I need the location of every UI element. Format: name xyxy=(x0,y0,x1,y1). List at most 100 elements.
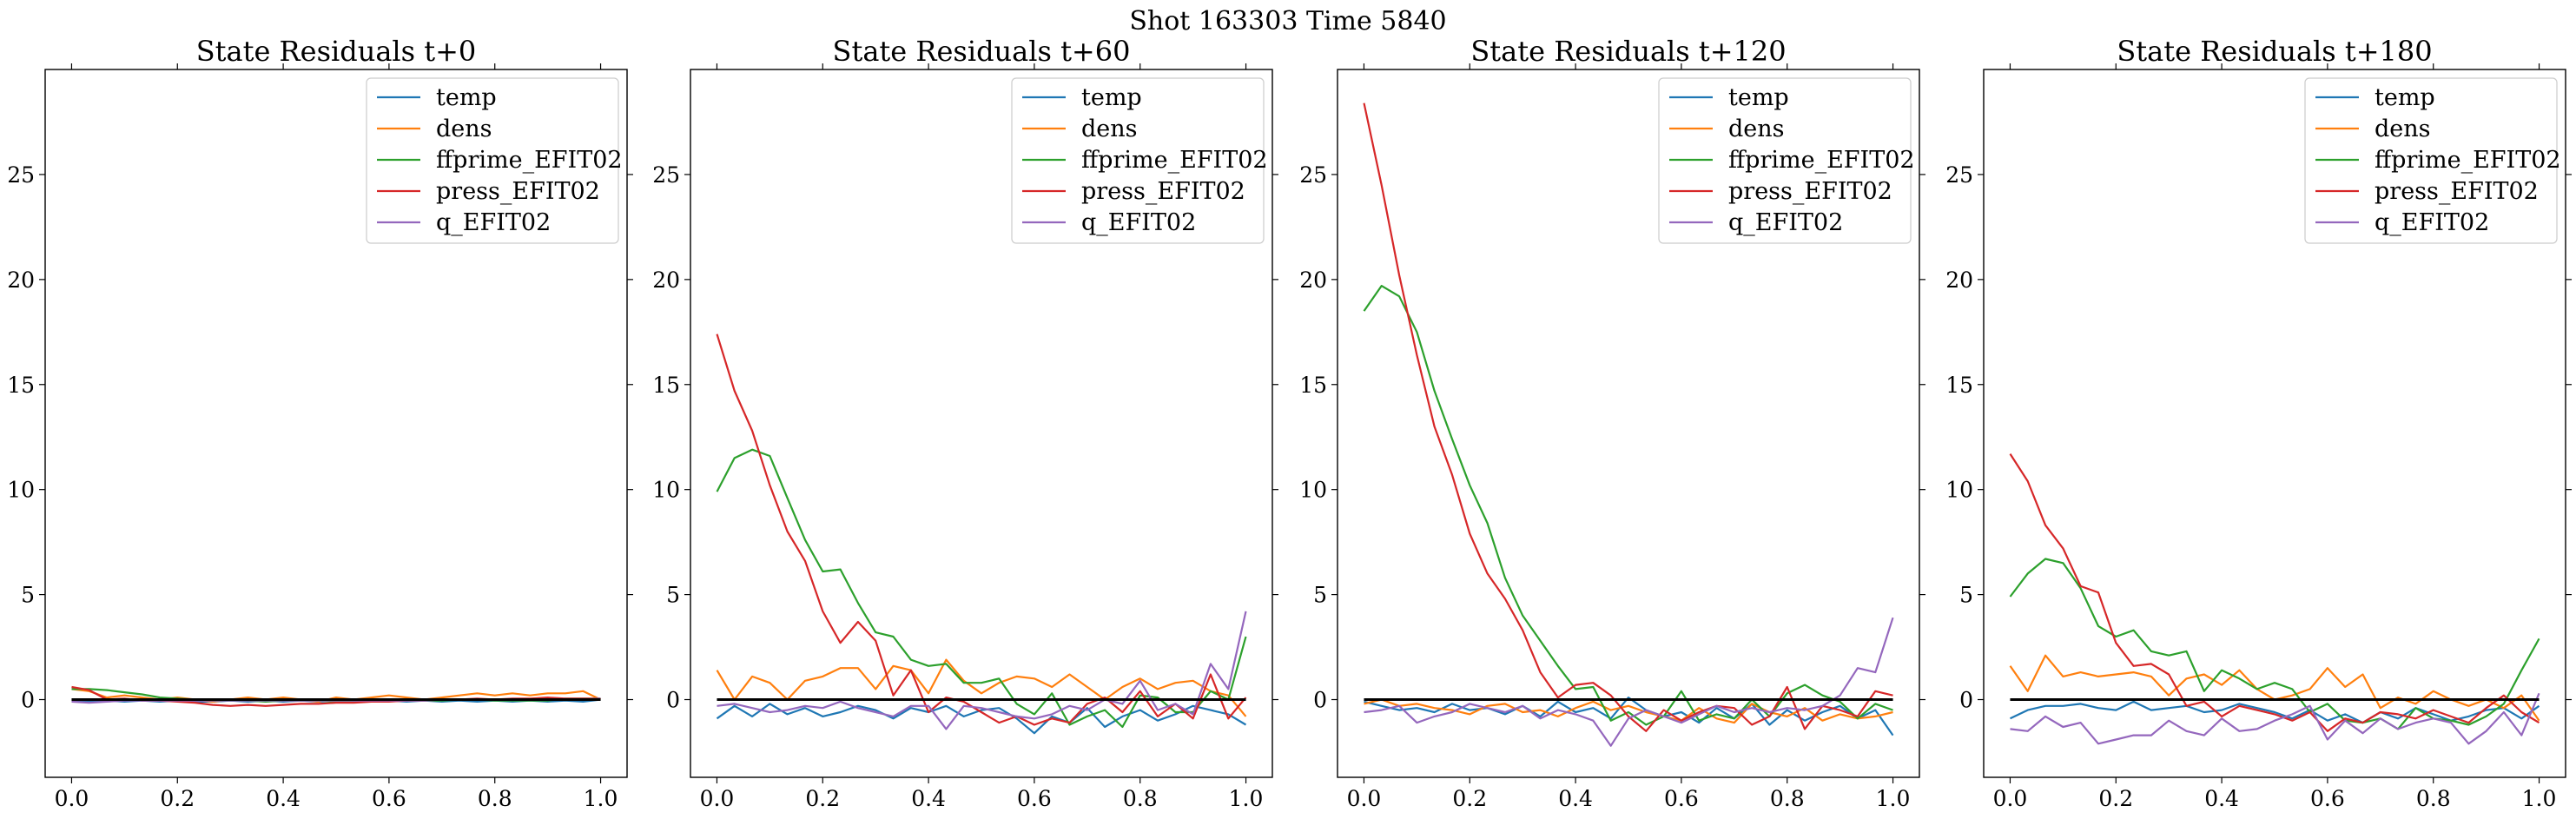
y-tick-label: 5 xyxy=(21,583,35,608)
series-line-q-efit02 xyxy=(2010,692,2540,745)
legend-label: temp xyxy=(436,84,497,111)
legend-label: dens xyxy=(2375,116,2431,142)
x-tick-label: 0.0 xyxy=(1993,786,2028,811)
series-line-press-efit02 xyxy=(1363,102,1893,732)
chart-panel-3: State Residuals t+180 0.0 0.2 0.4 0.6 0.8 1.0 0… xyxy=(1945,35,2572,811)
x-tick-label: 0.4 xyxy=(2204,786,2239,811)
axes-frame xyxy=(1337,69,1920,778)
legend-label: q_EFIT02 xyxy=(436,209,551,236)
y-tick-label: 15 xyxy=(1945,373,1973,398)
legend-label: dens xyxy=(436,116,492,142)
x-tick-label: 0.0 xyxy=(55,786,89,811)
legend-label: ffprime_EFIT02 xyxy=(2375,147,2561,174)
x-tick-label: 0.8 xyxy=(478,786,512,811)
chart-panel-0: State Residuals t+0 0.0 0.2 0.4 0.6 0.8 1.0 0 5 1… xyxy=(7,35,633,811)
series-line-press-efit02 xyxy=(2009,453,2540,732)
y-tick-label: 10 xyxy=(7,478,35,503)
y-tick-label: 20 xyxy=(652,267,680,293)
legend-label: q_EFIT02 xyxy=(1728,209,1843,236)
y-tick-label: 5 xyxy=(1313,583,1327,608)
legend-label: temp xyxy=(1081,84,1142,111)
x-tick-label: 0.2 xyxy=(1452,786,1487,811)
x-tick-label: 0.2 xyxy=(160,786,195,811)
x-tick-label: 0.4 xyxy=(911,786,946,811)
series-line-dens xyxy=(2009,654,2540,722)
axes-frame xyxy=(44,69,628,778)
legend-label: q_EFIT02 xyxy=(2375,209,2489,236)
figure-suptitle: Shot 163303 Time 5840 xyxy=(1129,6,1446,36)
y-tick-label: 10 xyxy=(652,478,680,503)
series-line-ffprime-efit02 xyxy=(2009,558,2540,730)
legend-label: q_EFIT02 xyxy=(1081,209,1196,236)
y-tick-label: 0 xyxy=(1959,688,1973,713)
legend-label: temp xyxy=(2375,84,2435,111)
x-tick-label: 0.8 xyxy=(1770,786,1805,811)
y-tick-label: 10 xyxy=(1299,478,1327,503)
x-tick-label: 0.4 xyxy=(266,786,301,811)
series-lines xyxy=(1363,102,1894,747)
x-tick-label: 0.2 xyxy=(805,786,840,811)
legend: temp dens ffprime_EFIT02 press_EFIT02 q_EFIT… xyxy=(2304,77,2561,244)
x-tick-label: 0.0 xyxy=(700,786,735,811)
x-tick-label: 0.6 xyxy=(372,786,406,811)
legend-label: dens xyxy=(1081,116,1138,142)
y-tick-label: 0 xyxy=(21,688,35,713)
x-tick-label: 0.6 xyxy=(1017,786,1052,811)
x-tick-label: 1.0 xyxy=(1229,786,1264,811)
panel-title: State Residuals t+60 xyxy=(833,35,1131,68)
legend: temp dens ffprime_EFIT02 press_EFIT02 q_EFIT… xyxy=(366,77,623,244)
legend-box xyxy=(1658,77,1912,244)
series-lines xyxy=(716,334,1247,735)
x-tick-label: 1.0 xyxy=(584,786,618,811)
series-line-press-efit02 xyxy=(716,334,1247,726)
legend-label: ffprime_EFIT02 xyxy=(1081,147,1268,174)
series-lines xyxy=(71,685,601,707)
legend-label: ffprime_EFIT02 xyxy=(436,147,623,174)
x-tick-label: 0.8 xyxy=(1123,786,1158,811)
series-line-q-efit02 xyxy=(1364,617,1894,747)
legend-box xyxy=(1011,77,1265,244)
legend-label: dens xyxy=(1728,116,1785,142)
y-tick-label: 20 xyxy=(1299,267,1327,293)
y-tick-label: 0 xyxy=(1313,688,1327,713)
legend-label: temp xyxy=(1728,84,1789,111)
series-line-temp xyxy=(716,703,1247,735)
legend: temp dens ffprime_EFIT02 press_EFIT02 q_EFIT… xyxy=(1658,77,1915,244)
legend-label: press_EFIT02 xyxy=(436,178,600,205)
y-tick-label: 5 xyxy=(666,583,680,608)
y-tick-label: 25 xyxy=(652,162,680,188)
panels: State Residuals t+0 0.0 0.2 0.4 0.6 0.8 1.0 0 5 1… xyxy=(7,35,2572,811)
y-tick-label: 15 xyxy=(7,373,35,398)
y-tick-label: 15 xyxy=(1299,373,1327,398)
series-line-ffprime-efit02 xyxy=(1363,285,1893,726)
y-tick-label: 10 xyxy=(1945,478,1973,503)
y-tick-label: 5 xyxy=(1959,583,1973,608)
y-tick-label: 20 xyxy=(7,267,35,293)
series-lines xyxy=(2009,453,2540,745)
y-tick-label: 20 xyxy=(1945,267,1973,293)
series-line-dens xyxy=(1364,698,1893,724)
x-tick-label: 0.6 xyxy=(1664,786,1699,811)
legend-label: press_EFIT02 xyxy=(1081,178,1245,205)
panel-title: State Residuals t+0 xyxy=(196,35,477,68)
x-tick-label: 0.2 xyxy=(2098,786,2133,811)
panel-title: State Residuals t+180 xyxy=(2117,35,2432,68)
chart-panel-1: State Residuals t+60 0.0 0.2 0.4 0.6 0.8 1.0 0 5… xyxy=(652,35,1278,811)
chart-panel-2: State Residuals t+120 0.0 0.2 0.4 0.6 0.8 1.0 0… xyxy=(1299,35,1925,811)
x-tick-label: 0.8 xyxy=(2416,786,2451,811)
x-tick-label: 0.4 xyxy=(1558,786,1593,811)
y-tick-label: 25 xyxy=(1299,162,1327,188)
x-tick-label: 0.0 xyxy=(1347,786,1382,811)
series-line-temp xyxy=(1364,697,1894,736)
legend-label: press_EFIT02 xyxy=(1728,178,1892,205)
y-tick-label: 25 xyxy=(7,162,35,188)
panel-title: State Residuals t+120 xyxy=(1470,35,1786,68)
x-tick-label: 0.6 xyxy=(2310,786,2345,811)
series-line-q-efit02 xyxy=(717,611,1247,730)
legend-box xyxy=(2304,77,2558,244)
y-tick-label: 25 xyxy=(1945,162,1973,188)
x-tick-label: 1.0 xyxy=(1876,786,1911,811)
legend-box xyxy=(366,77,619,244)
series-line-dens xyxy=(716,658,1247,717)
legend-label: press_EFIT02 xyxy=(2375,178,2539,205)
